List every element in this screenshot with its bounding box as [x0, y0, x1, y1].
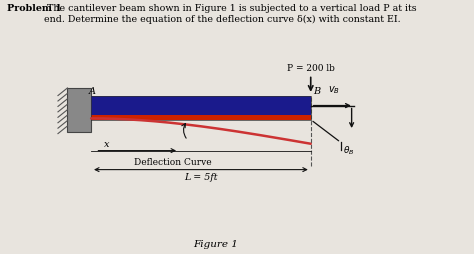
Text: P = 200 lb: P = 200 lb [287, 64, 335, 73]
Text: L = 5ft: L = 5ft [184, 172, 218, 181]
Bar [67, 89, 91, 132]
Bar [91, 97, 311, 116]
Text: A: A [89, 86, 96, 96]
Text: Problem 1: Problem 1 [7, 5, 62, 13]
Text: The cantilever beam shown in Figure 1 is subjected to a vertical load P at its
e: The cantilever beam shown in Figure 1 is… [44, 5, 416, 24]
Text: B: B [313, 86, 320, 96]
Text: Figure 1: Figure 1 [193, 239, 238, 248]
Bar [91, 116, 311, 120]
Text: $\theta_B$: $\theta_B$ [343, 144, 355, 157]
Text: Deflection Curve: Deflection Curve [134, 157, 212, 166]
Text: x: x [104, 139, 109, 149]
Text: $v_B$: $v_B$ [328, 84, 340, 96]
